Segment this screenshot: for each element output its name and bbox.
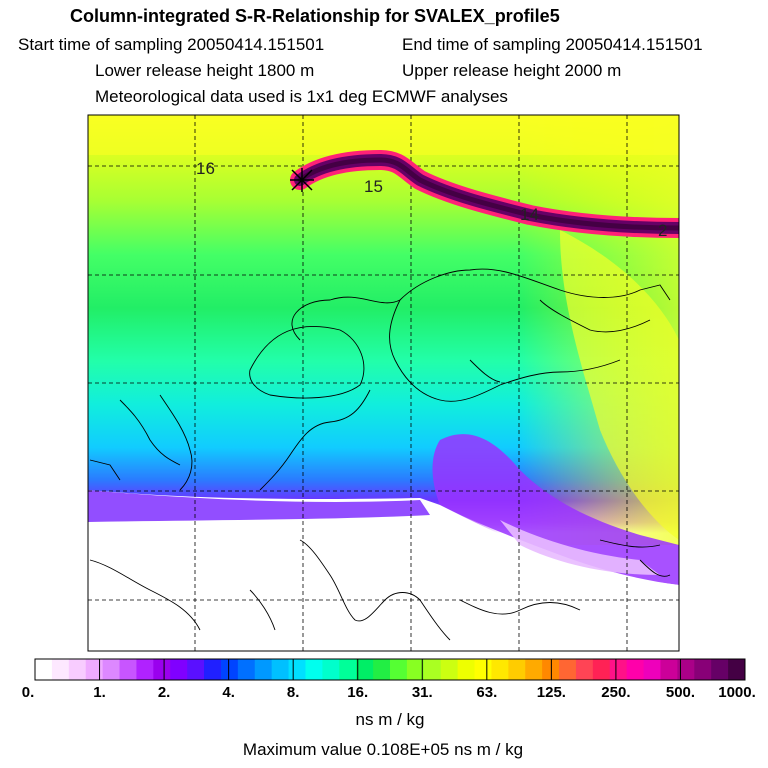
colorbar-tick-label: 500. (665, 684, 696, 701)
colorbar (35, 659, 746, 680)
colorbar-swatch (136, 659, 154, 680)
colorbar-swatch (102, 659, 121, 680)
trajectory-plume (290, 149, 679, 238)
colorbar-swatch (626, 659, 645, 680)
colorbar-swatch (373, 659, 391, 680)
end-time-label: End time of sampling 20050414.151501 (402, 35, 703, 54)
colorbar-swatch (694, 659, 712, 680)
maximum-value-label: Maximum value 0.108E+05 ns m / kg (242, 740, 524, 759)
colorbar-tick-label: 2. (157, 684, 171, 701)
colorbar-frame (34, 658, 746, 681)
colorbar-tick-label: 1000. (718, 684, 756, 701)
colorbar-swatch (51, 659, 70, 680)
trajectory-label-4: 2 (658, 221, 667, 240)
colorbar-swatch (728, 659, 746, 680)
release-point-marker (290, 168, 314, 192)
trajectory-label-1: 16 (196, 159, 215, 178)
colorbar-swatch (322, 659, 340, 680)
colorbar-swatch (254, 659, 273, 680)
colorbar-tick-label: 4. (222, 684, 235, 701)
colorbar-swatch (204, 659, 222, 680)
lower-height-label: Lower release height 1800 m (95, 61, 315, 80)
colorbar-swatch (575, 659, 594, 680)
colorbar-swatch (643, 659, 661, 680)
met-data-label: Meteorological data used is 1x1 deg ECMW… (95, 87, 508, 106)
colorbar-swatch (592, 659, 611, 680)
colorbar-tick-label: 125. (536, 684, 566, 701)
colorbar-swatch (542, 659, 560, 680)
colorbar-swatch (457, 659, 476, 680)
colorbar-swatch (119, 659, 137, 680)
colorbar-swatch (271, 659, 290, 680)
colorbar-tick-label: 1. (93, 684, 106, 701)
colorbar-swatch (237, 659, 256, 680)
colorbar-swatch (525, 659, 543, 680)
colorbar-tick-label: 0. (21, 684, 35, 701)
trajectory-label-2: 15 (364, 177, 383, 196)
colorbar-swatch (153, 659, 171, 680)
colorbar-unit-label: ns m / kg (355, 710, 425, 729)
colorbar-swatch (339, 659, 357, 680)
colorbar-swatch (491, 659, 509, 680)
colorbar-swatch (423, 659, 442, 680)
colorbar-tick-label: 63. (476, 684, 498, 701)
colorbar-swatch (609, 659, 628, 680)
colorbar-swatch (677, 659, 695, 680)
coastlines (89, 268, 671, 641)
colorbar-swatch (288, 659, 306, 680)
colorbar-swatch (660, 659, 678, 680)
colorbar-swatch (68, 659, 87, 680)
colorbar-swatch (711, 659, 729, 680)
plot-frame (87, 114, 680, 652)
colorbar-swatch (559, 659, 577, 680)
colorbar-tick-label: 8. (286, 684, 300, 701)
trajectory-label-3: 14 (520, 205, 539, 224)
colorbar-swatch (170, 659, 188, 680)
colorbar-swatch (440, 659, 459, 680)
colorbar-swatch (406, 659, 425, 680)
colorbar-swatch (390, 659, 408, 680)
colorbar-tick-label: 16. (347, 684, 369, 701)
colorbar-tick-label: 250. (601, 684, 631, 701)
colorbar-tick-label: 31. (411, 684, 433, 701)
colorbar-swatch (220, 659, 239, 680)
colorbar-swatch (508, 659, 526, 680)
colorbar-swatch (85, 659, 104, 680)
colorbar-swatch (35, 659, 53, 680)
colorbar-swatch (474, 659, 492, 680)
colorbar-swatch (305, 659, 323, 680)
upper-height-label: Upper release height 2000 m (402, 61, 622, 80)
start-time-label: Start time of sampling 20050414.151501 (18, 35, 325, 54)
colorbar-swatch (356, 659, 374, 680)
graticule (88, 115, 679, 651)
map-title: Column-integrated S-R-Relationship for S… (70, 6, 560, 26)
colorbar-swatch (187, 659, 205, 680)
